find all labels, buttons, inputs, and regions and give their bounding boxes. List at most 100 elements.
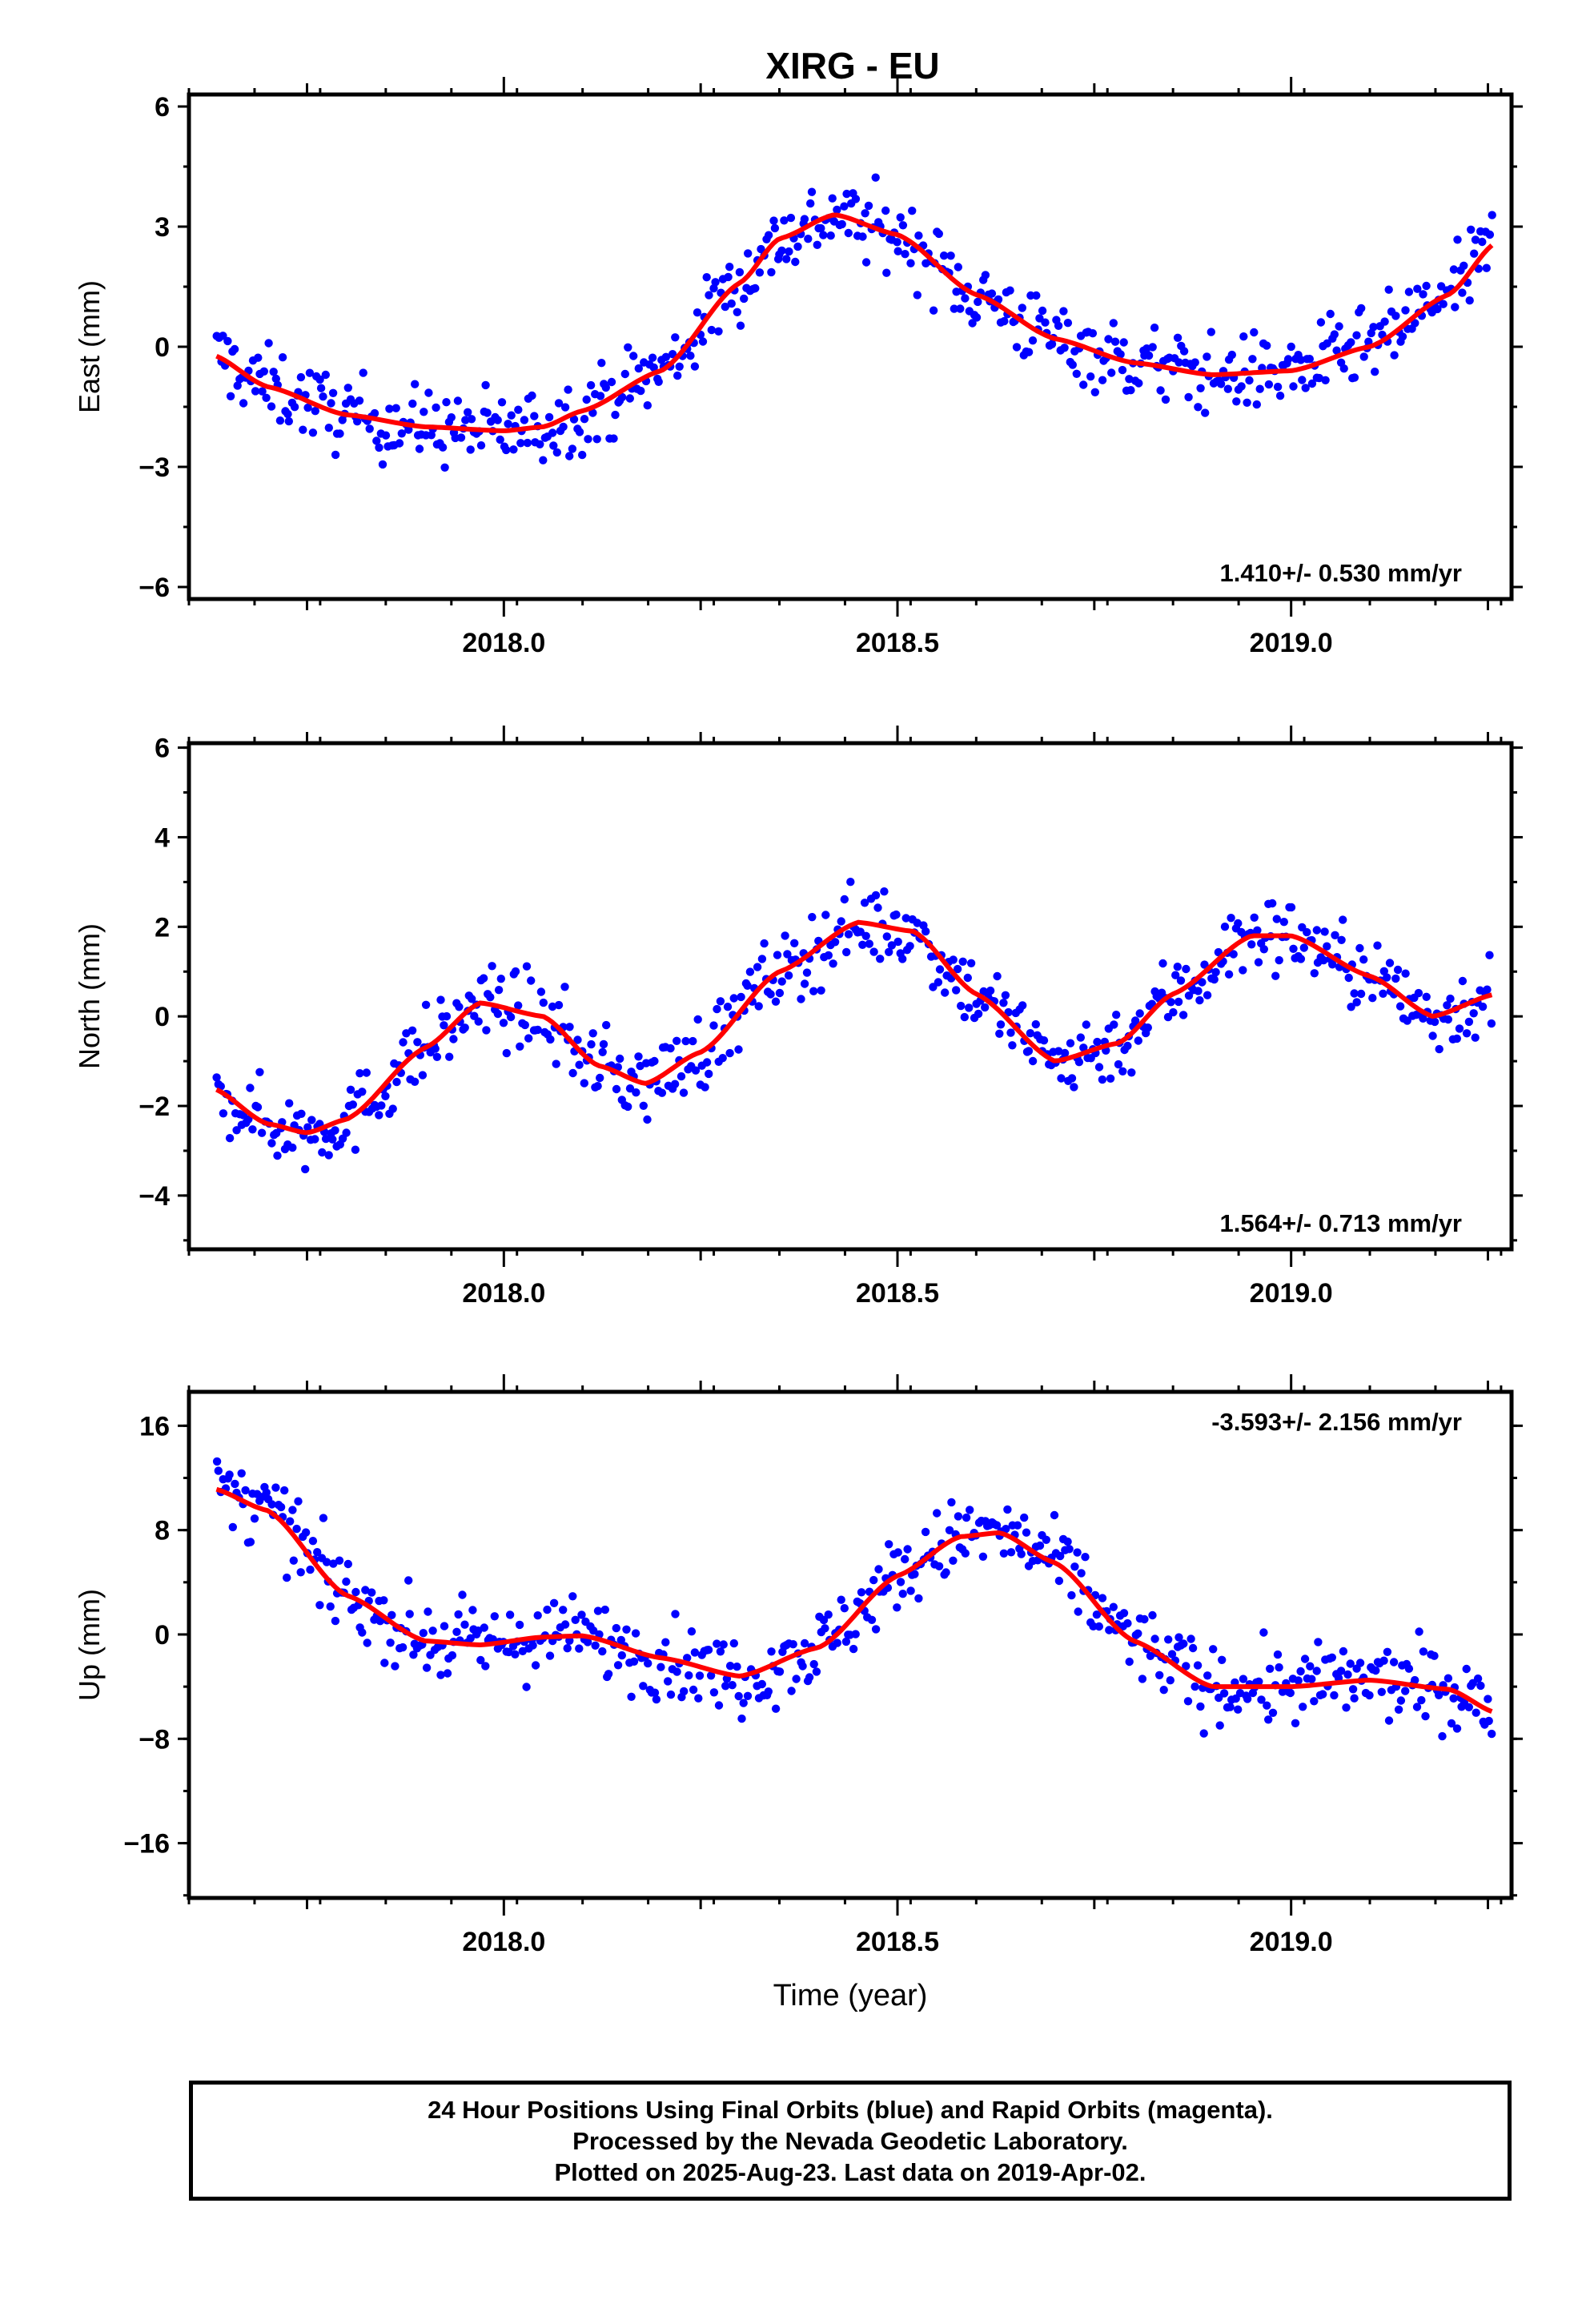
data-point [483, 408, 492, 417]
data-point [1234, 919, 1243, 928]
data-point [751, 283, 760, 293]
plot-frame [187, 92, 1514, 601]
data-point [1422, 992, 1431, 1002]
data-point [1255, 384, 1264, 393]
data-point [933, 1509, 942, 1518]
data-point [840, 202, 849, 211]
data-point [1106, 1074, 1115, 1084]
y-tick-label: −3 [139, 452, 170, 483]
data-point [1074, 1058, 1084, 1067]
data-point [766, 990, 775, 999]
data-point [729, 994, 738, 1003]
footer-box: 24 Hour Positions Using Final Orbits (bl… [189, 2081, 1512, 2201]
data-point [1259, 1628, 1268, 1637]
data-point [1155, 1671, 1164, 1679]
data-point [1008, 1041, 1017, 1050]
data-point [1478, 237, 1487, 247]
panel-up: −16 −8 0 8 16 2018.0 2018.5 2019.0 Up (mm) Time (… [73, 1374, 1523, 2012]
data-point [536, 987, 546, 996]
data-point [1074, 1607, 1082, 1616]
data-point [1041, 318, 1050, 327]
data-point [1384, 285, 1393, 294]
data-point [1110, 1020, 1118, 1029]
data-point [328, 388, 338, 397]
data-point [1471, 1033, 1480, 1042]
data-point [901, 1554, 909, 1564]
data-point [1188, 1643, 1198, 1653]
data-point [1411, 319, 1419, 328]
data-point [1346, 1659, 1355, 1668]
data-point [409, 1651, 418, 1659]
data-point [903, 1545, 912, 1554]
data-point [1462, 1029, 1472, 1038]
data-point [861, 931, 870, 941]
y-tick-label: 0 [155, 1620, 170, 1651]
data-point [1227, 914, 1235, 923]
data-point [297, 1109, 306, 1119]
data-point [1307, 1675, 1316, 1683]
data-point [586, 380, 596, 390]
data-point [1201, 408, 1210, 417]
data-point [844, 930, 853, 939]
data-point [1220, 923, 1230, 931]
y-tick-label: −4 [139, 1181, 170, 1212]
data-point [1283, 355, 1293, 364]
data-point [755, 268, 765, 277]
data-point [1404, 287, 1414, 296]
data-point [808, 913, 817, 922]
data-point [303, 1123, 312, 1132]
data-point [262, 1488, 271, 1498]
data-point [1198, 978, 1207, 987]
data-point [563, 1644, 572, 1653]
data-point [375, 443, 383, 452]
data-point [725, 263, 734, 271]
data-point [1176, 976, 1186, 985]
data-point [898, 1590, 907, 1598]
data-point [1250, 913, 1259, 923]
data-point [1012, 343, 1022, 352]
data-point [1063, 1537, 1072, 1546]
data-point [549, 441, 558, 450]
data-point [385, 404, 394, 413]
data-point [957, 1001, 966, 1011]
data-point [244, 1115, 253, 1124]
data-point [1093, 1037, 1102, 1047]
data-point [1356, 989, 1366, 999]
data-point [504, 420, 512, 428]
data-point [906, 259, 915, 267]
data-point [1275, 392, 1285, 400]
points-up [212, 1457, 1496, 1741]
data-point [625, 394, 634, 403]
data-point [432, 403, 440, 412]
data-point [719, 1640, 728, 1649]
data-point [1350, 1694, 1359, 1703]
data-point [363, 1638, 371, 1647]
data-point [306, 1565, 315, 1574]
data-point [565, 1023, 574, 1031]
data-point [502, 445, 511, 455]
data-point [1298, 376, 1307, 384]
data-point [1232, 397, 1241, 406]
data-point [783, 950, 792, 959]
data-point [1203, 991, 1212, 999]
data-point [452, 1627, 461, 1637]
data-point [1472, 1708, 1480, 1717]
data-point [650, 1056, 659, 1066]
data-point [1488, 1729, 1496, 1739]
data-point [745, 967, 755, 976]
data-point [516, 439, 525, 448]
data-point [381, 1092, 390, 1101]
data-point [1300, 1655, 1310, 1663]
data-point [705, 1069, 713, 1079]
data-point [596, 392, 605, 400]
data-point [1038, 306, 1047, 316]
data-point [966, 959, 976, 968]
data-point [821, 911, 830, 919]
data-point [840, 895, 849, 904]
data-point [1239, 966, 1247, 975]
data-point [455, 1003, 464, 1011]
data-point [1337, 935, 1346, 945]
data-point [780, 216, 789, 225]
data-point [398, 1642, 408, 1652]
data-point [1263, 341, 1271, 350]
